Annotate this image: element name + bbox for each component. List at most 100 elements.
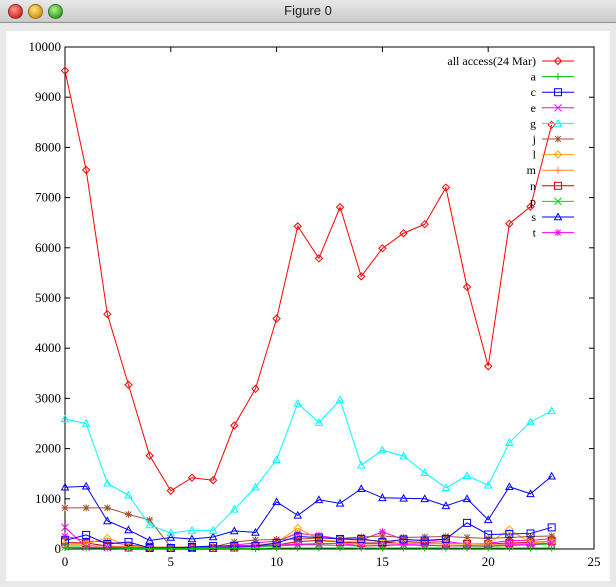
- x-tick-label: 5: [168, 554, 175, 569]
- data-point: [82, 504, 90, 512]
- data-point: [548, 532, 556, 540]
- legend-marker: [554, 135, 562, 143]
- data-point: [356, 484, 366, 493]
- data-point: [400, 533, 408, 541]
- legend-marker: [554, 229, 562, 237]
- data-point: [230, 421, 239, 430]
- data-point: [61, 536, 69, 545]
- data-point: [527, 544, 535, 552]
- series-line: [64, 475, 552, 541]
- legend-label: l: [533, 148, 537, 162]
- data-point: [103, 544, 111, 552]
- data-point: [251, 527, 260, 536]
- legend-marker: [554, 88, 562, 97]
- data-point: [547, 523, 556, 532]
- data-point: [441, 501, 451, 510]
- data-point: [102, 478, 112, 487]
- legend-label: c: [531, 85, 536, 99]
- data-point: [399, 451, 408, 460]
- data-point: [60, 66, 70, 75]
- data-point: [124, 525, 133, 534]
- legend-marker: [553, 150, 563, 159]
- data-point: [315, 534, 323, 542]
- plot-panel: 0 5 10 15 20 25 0 1000 2000 3000 4000 5000 6000 7000 8…: [6, 31, 610, 581]
- legend-label: t: [533, 226, 537, 240]
- data-point: [293, 510, 303, 519]
- series-line: [64, 70, 553, 492]
- data-point: [505, 219, 514, 228]
- legend-marker: [554, 197, 562, 206]
- data-point: [400, 544, 408, 552]
- x-tick-label: 25: [588, 554, 601, 569]
- data-point: [463, 518, 472, 527]
- data-point: [547, 536, 556, 546]
- data-point: [441, 183, 451, 192]
- data-point: [314, 254, 324, 263]
- data-point: [208, 525, 218, 534]
- data-point: [209, 544, 217, 552]
- data-point: [272, 455, 281, 463]
- data-point: [251, 544, 259, 552]
- minimize-icon[interactable]: [28, 4, 43, 19]
- data-point: [505, 482, 514, 491]
- data-point: [124, 510, 132, 518]
- data-point: [335, 498, 345, 507]
- y-tick-label: 2000: [35, 441, 61, 456]
- data-point: [441, 483, 451, 492]
- legend-label: m: [527, 163, 537, 177]
- data-point: [420, 494, 430, 503]
- data-point: [124, 490, 133, 499]
- title-bar[interactable]: Figure 0: [0, 0, 616, 23]
- data-point: [335, 395, 345, 404]
- close-icon[interactable]: [8, 4, 23, 19]
- data-point: [357, 272, 366, 281]
- data-point: [442, 544, 450, 552]
- data-point: [61, 523, 69, 532]
- data-point: [420, 468, 430, 476]
- zoom-icon[interactable]: [48, 4, 63, 19]
- data-point: [145, 535, 154, 544]
- data-point: [399, 493, 408, 502]
- data-point: [187, 473, 197, 482]
- data-point: [547, 539, 556, 547]
- data-point: [60, 414, 70, 423]
- data-point: [484, 530, 493, 539]
- data-point: [314, 533, 323, 542]
- data-point: [294, 535, 302, 543]
- x-tick-label: 0: [62, 554, 69, 569]
- data-point: [61, 504, 69, 512]
- data-point: [293, 532, 302, 541]
- data-point: [187, 525, 197, 534]
- legend-label: j: [532, 132, 536, 146]
- data-point: [188, 544, 196, 552]
- y-tick-label: 9000: [35, 89, 61, 104]
- y-tick-label: 8000: [35, 139, 61, 154]
- data-point: [421, 544, 429, 552]
- data-point: [484, 544, 492, 552]
- data-point: [357, 533, 365, 541]
- data-point: [378, 544, 386, 552]
- data-point: [146, 516, 154, 524]
- series-line: [64, 398, 552, 534]
- data-point: [356, 460, 366, 469]
- data-point: [82, 530, 91, 539]
- data-point: [146, 544, 154, 552]
- legend-marker: [553, 212, 563, 221]
- series-line: [65, 507, 552, 549]
- data-point: [420, 219, 429, 229]
- line-chart: 0 5 10 15 20 25 0 1000 2000 3000 4000 5000 6000 7000 8…: [29, 39, 601, 569]
- data-point: [483, 480, 493, 489]
- series-line: [64, 546, 552, 549]
- figure-content: 0 5 10 15 20 25 0 1000 2000 3000 4000 5000 6000 7000 8…: [0, 23, 616, 587]
- data-point: [103, 533, 112, 543]
- data-point: [547, 471, 557, 480]
- data-point: [167, 544, 175, 552]
- data-point: [208, 532, 218, 541]
- legend-marker: [553, 56, 563, 66]
- data-point: [102, 516, 112, 525]
- data-point: [548, 544, 556, 552]
- data-point: [81, 418, 91, 427]
- data-point: [103, 504, 111, 512]
- data-point: [230, 544, 238, 552]
- data-point: [441, 534, 450, 543]
